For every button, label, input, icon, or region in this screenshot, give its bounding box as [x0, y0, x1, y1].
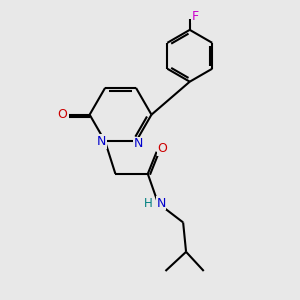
Text: H: H [144, 197, 153, 210]
Text: N: N [156, 197, 166, 210]
Text: N: N [97, 135, 106, 148]
Text: N: N [134, 137, 143, 150]
Text: O: O [158, 142, 167, 155]
Text: F: F [192, 10, 199, 22]
Text: O: O [58, 108, 68, 121]
